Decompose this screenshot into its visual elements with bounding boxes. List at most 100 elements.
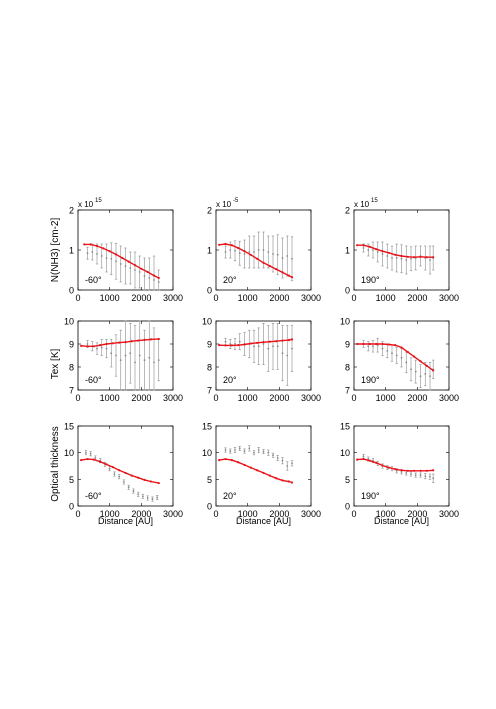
model-point xyxy=(86,345,89,348)
y-tick-label: 10 xyxy=(64,317,74,327)
observed-point xyxy=(127,486,130,489)
observed-point xyxy=(134,269,136,271)
observed-point xyxy=(253,451,255,454)
model-point xyxy=(124,341,127,344)
observed-point xyxy=(124,265,127,267)
x-tick-label: 2000 xyxy=(407,393,427,403)
y-tick-label: 7 xyxy=(69,386,74,396)
observed-point xyxy=(153,279,155,281)
model-point xyxy=(281,479,284,482)
y-tick-label: 9 xyxy=(345,340,350,350)
model-point xyxy=(133,264,137,267)
model-point xyxy=(290,338,294,341)
model-point xyxy=(268,264,271,268)
x-tick-label: 1000 xyxy=(376,509,396,519)
angle-label: 190° xyxy=(361,375,380,385)
model-point xyxy=(143,478,146,481)
observed-point xyxy=(362,455,365,458)
observed-point xyxy=(100,255,103,257)
model-point xyxy=(368,342,371,346)
y-tick-label: 0 xyxy=(69,502,74,512)
x-tick-label: 1000 xyxy=(376,393,396,403)
panel-2-2: 0 1000 2000 3000 0 5 10 15 190° Distance [AU] xyxy=(340,422,459,527)
model-point xyxy=(124,471,127,475)
observed-point xyxy=(267,347,270,350)
observed-point xyxy=(281,352,284,355)
x-tick-label: 2000 xyxy=(407,509,427,519)
x-tick-label: 0 xyxy=(213,509,218,519)
model-curve xyxy=(219,458,293,484)
y-tick-label: 7 xyxy=(345,386,350,396)
model-point xyxy=(275,477,278,480)
observed-point xyxy=(419,474,422,476)
model-point xyxy=(432,469,435,472)
angle-label: -60° xyxy=(85,275,102,285)
model-point xyxy=(400,254,403,258)
y-tick-label: 0 xyxy=(345,502,350,512)
observed-point xyxy=(138,354,141,357)
observed-point xyxy=(429,259,431,261)
observed-point xyxy=(376,251,379,253)
observed-point xyxy=(119,359,122,361)
model-point xyxy=(157,481,160,485)
y-tick-label: 10 xyxy=(64,448,74,458)
y-tick-label: 0 xyxy=(69,286,74,296)
observed-point xyxy=(410,473,412,475)
observed-point xyxy=(115,260,117,263)
x-tick-label: 3000 xyxy=(163,509,183,519)
model-point xyxy=(230,459,233,462)
model-point xyxy=(111,342,114,345)
observed-point xyxy=(143,275,146,277)
model-point xyxy=(137,476,140,479)
panel-0-2: 0 1000 2000 3000 0 1 2 x 10 15 190° xyxy=(345,198,459,303)
observed-point xyxy=(262,249,265,251)
model-point xyxy=(381,464,384,467)
model-point xyxy=(105,463,108,466)
observed-point xyxy=(224,449,227,451)
panel-0-1: 0 1000 2000 3000 0 1 2 x 10 -5 20° xyxy=(207,198,321,303)
y-tick-label: 15 xyxy=(340,422,350,432)
observed-point xyxy=(253,251,255,253)
x-tick-label: 0 xyxy=(351,293,356,303)
observed-point xyxy=(367,249,370,251)
y-tick-label: 10 xyxy=(202,317,212,327)
observed-point xyxy=(229,249,232,251)
observed-point xyxy=(113,473,116,475)
x-tick-label: 2000 xyxy=(131,293,151,303)
observed-point xyxy=(257,345,260,348)
angle-label: 20° xyxy=(223,275,237,285)
y-tick-label: 15 xyxy=(64,422,74,432)
observed-point xyxy=(362,247,365,249)
y-tick-label: 1 xyxy=(345,246,350,256)
x-tick-label: 2000 xyxy=(269,393,289,403)
y-tick-label: 0 xyxy=(345,286,350,296)
observed-point xyxy=(272,454,274,457)
x-axis-label: Distance [AU] xyxy=(374,516,429,526)
observed-point xyxy=(105,347,108,350)
observed-point xyxy=(395,354,398,357)
exponent-power: 15 xyxy=(371,198,378,204)
model-point xyxy=(99,344,102,347)
model-point xyxy=(80,344,83,347)
observed-point xyxy=(105,257,108,259)
observed-point xyxy=(156,496,159,499)
observed-point xyxy=(410,368,412,371)
observed-point xyxy=(248,251,251,253)
model-point xyxy=(224,457,227,461)
model-point xyxy=(157,276,160,280)
observed-point xyxy=(419,375,422,378)
model-point xyxy=(275,268,278,271)
model-point xyxy=(375,342,378,346)
axes-box xyxy=(215,320,312,391)
observed-point xyxy=(276,457,279,459)
axes-box xyxy=(353,425,450,507)
observed-point xyxy=(414,474,417,476)
y-tick-label: 10 xyxy=(340,448,350,458)
model-point xyxy=(419,469,422,472)
model-point xyxy=(243,463,246,467)
x-tick-label: 0 xyxy=(351,393,356,403)
model-point xyxy=(281,271,284,274)
model-point xyxy=(218,344,221,347)
observed-point xyxy=(238,252,241,255)
